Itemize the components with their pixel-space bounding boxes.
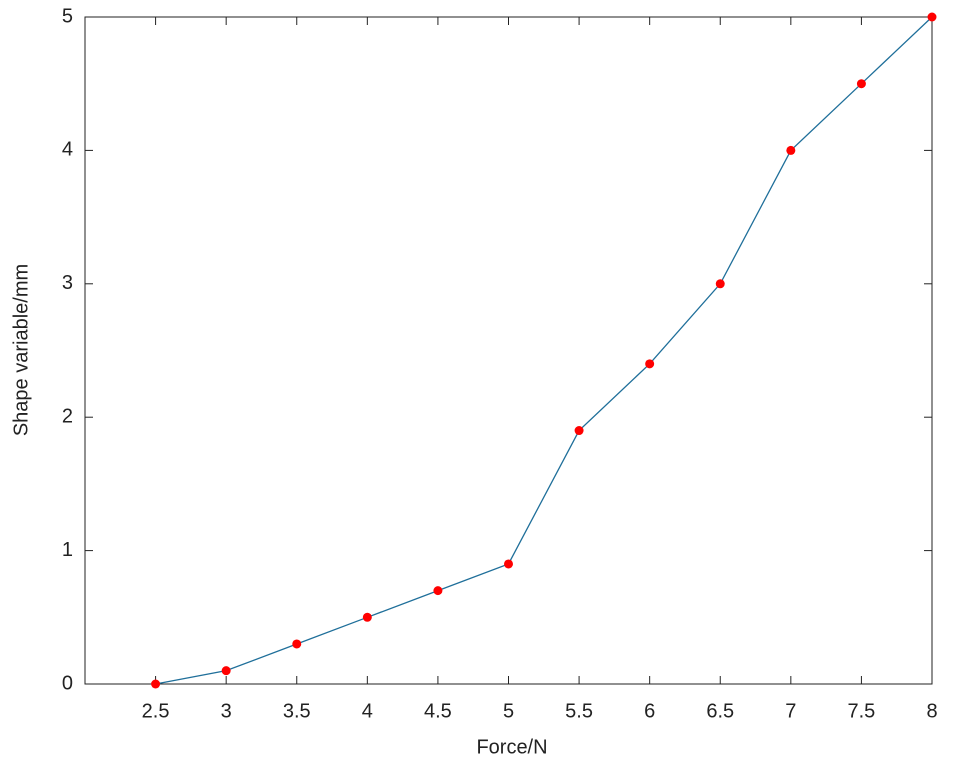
y-tick-label: 4 xyxy=(62,139,73,161)
x-tick-label: 6.5 xyxy=(706,700,734,722)
x-tick-label: 7.5 xyxy=(848,700,876,722)
data-point xyxy=(433,586,443,596)
data-point xyxy=(504,559,513,569)
x-tick-label: 3.5 xyxy=(283,700,311,722)
x-tick-label: 8 xyxy=(926,700,937,722)
x-tick-label: 6 xyxy=(644,700,655,722)
x-tick-label: 5 xyxy=(503,700,514,722)
data-point xyxy=(362,612,372,622)
y-tick-label: 2 xyxy=(62,405,73,427)
data-point xyxy=(856,79,866,89)
data-point xyxy=(927,12,937,22)
x-tick-label: 4.5 xyxy=(424,700,452,722)
y-tick-label: 5 xyxy=(62,5,73,27)
data-point xyxy=(221,666,231,676)
data-point xyxy=(645,359,655,369)
x-tick-label: 5.5 xyxy=(565,700,593,722)
data-point xyxy=(786,145,796,155)
x-tick-label: 2.5 xyxy=(142,700,170,722)
y-tick-label: 1 xyxy=(62,539,73,561)
y-tick-label: 3 xyxy=(62,272,73,294)
y-tick-label: 0 xyxy=(62,672,73,694)
x-tick-label: 3 xyxy=(221,700,232,722)
data-point xyxy=(715,279,725,289)
plot-frame xyxy=(84,16,933,685)
x-tick-label: 4 xyxy=(362,700,373,722)
series-line xyxy=(155,16,933,685)
y-axis-label: Shape variable/mm xyxy=(10,264,32,436)
x-axis-label: Force/N xyxy=(476,736,547,758)
data-point xyxy=(151,679,161,689)
x-tick-label: 7 xyxy=(785,700,796,722)
data-point xyxy=(574,426,584,436)
data-point xyxy=(292,639,302,649)
